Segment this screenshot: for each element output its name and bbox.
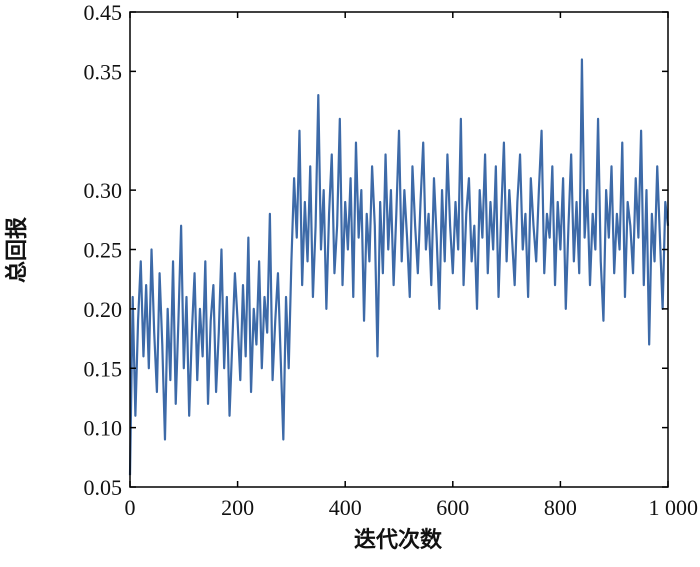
x-tick-label: 800 bbox=[544, 495, 577, 520]
x-axis-label: 迭代次数 bbox=[354, 527, 443, 552]
y-tick-label: 0.10 bbox=[84, 416, 123, 441]
y-tick-label: 0.15 bbox=[84, 356, 123, 381]
plot-frame bbox=[129, 11, 669, 488]
x-tick-label: 0 bbox=[125, 495, 136, 520]
x-tick-label: 1 000 bbox=[649, 495, 699, 520]
y-tick-label: 0.45 bbox=[84, 0, 123, 25]
x-tick-label: 600 bbox=[436, 495, 469, 520]
y-tick-label: 0.20 bbox=[84, 297, 123, 322]
y-tick-label: 0.35 bbox=[84, 59, 123, 84]
y-axis-label: 总回报 bbox=[4, 217, 29, 283]
data-line bbox=[128, 58, 670, 476]
y-tick-label: 0.25 bbox=[84, 238, 123, 263]
x-tick-label: 400 bbox=[329, 495, 362, 520]
x-tick-label: 200 bbox=[221, 495, 254, 520]
y-tick-label: 0.30 bbox=[84, 178, 123, 203]
y-tick-label: 0.05 bbox=[84, 475, 123, 500]
